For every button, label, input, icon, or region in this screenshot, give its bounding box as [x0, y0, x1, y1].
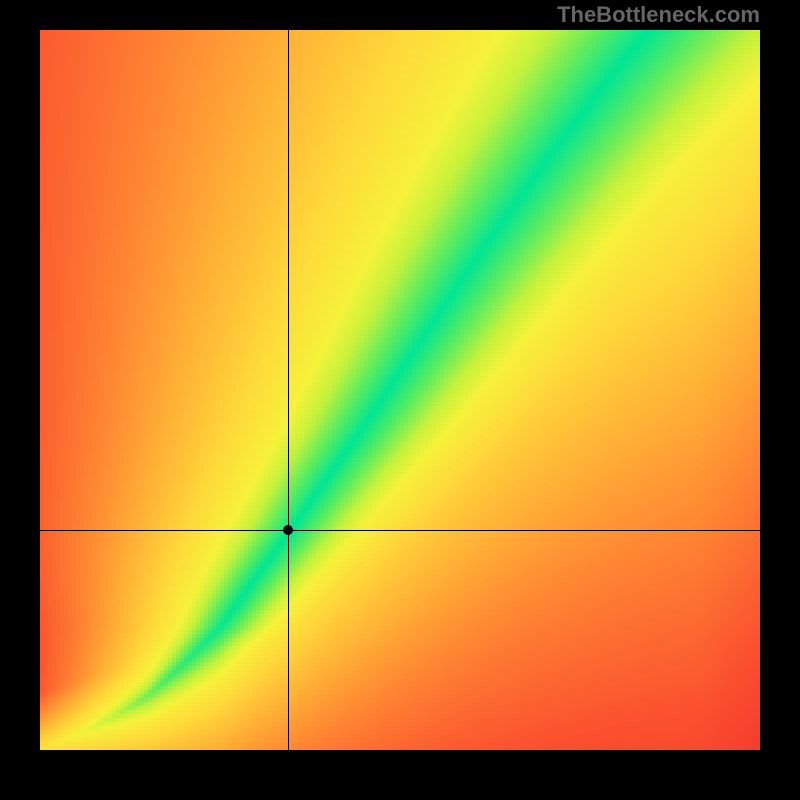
crosshair-horizontal [40, 530, 760, 531]
chart-container: TheBottleneck.com [0, 0, 800, 800]
plot-area [40, 30, 760, 750]
heatmap-canvas [40, 30, 760, 750]
watermark-text: TheBottleneck.com [557, 2, 760, 28]
crosshair-vertical [288, 30, 289, 750]
